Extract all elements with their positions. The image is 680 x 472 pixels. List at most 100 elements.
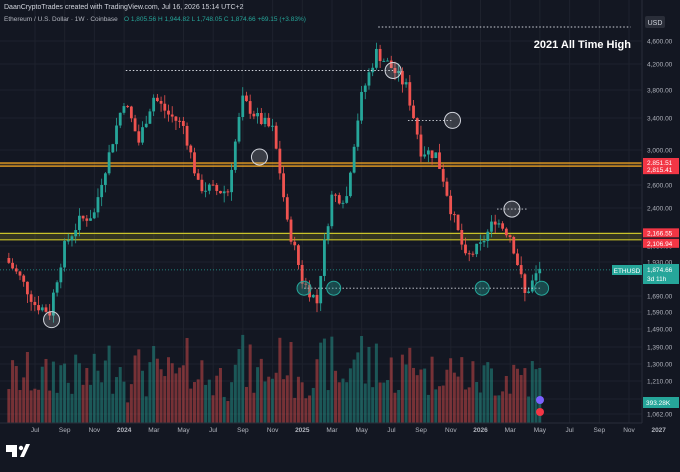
candle-body bbox=[519, 265, 523, 275]
volume-bar bbox=[308, 395, 312, 423]
candle-body bbox=[534, 273, 538, 281]
volume-bar bbox=[512, 364, 516, 423]
candle-body bbox=[345, 196, 349, 203]
volume-bar bbox=[163, 376, 167, 423]
candle-body bbox=[311, 294, 315, 298]
candle-body bbox=[397, 70, 401, 74]
candle-body bbox=[460, 230, 464, 245]
candle-body bbox=[382, 60, 386, 62]
candle-body bbox=[92, 212, 96, 219]
volume-bar bbox=[296, 376, 300, 423]
candle-body bbox=[297, 245, 300, 265]
candle-body bbox=[504, 228, 508, 236]
volume-bar bbox=[178, 367, 182, 423]
volume-bar bbox=[504, 375, 508, 423]
candle-body bbox=[386, 60, 389, 62]
volume-bar bbox=[267, 376, 271, 423]
candle-body bbox=[122, 106, 126, 113]
candle-body bbox=[501, 223, 505, 229]
price-tick-label: 1,210.00 bbox=[647, 379, 673, 386]
candle-body bbox=[100, 184, 104, 198]
candle-body bbox=[115, 125, 118, 145]
volume-bar bbox=[63, 363, 67, 423]
volume-bar bbox=[270, 378, 274, 423]
time-tick-label: Nov bbox=[623, 427, 635, 434]
candle-body bbox=[22, 275, 26, 282]
last-price-tag: ETHUSD 1,874.66 3d 11h bbox=[612, 264, 679, 284]
candle-body bbox=[200, 179, 204, 192]
candle-body bbox=[129, 106, 133, 119]
candle-body bbox=[152, 97, 156, 112]
highlight-circle bbox=[444, 111, 461, 129]
volume-bar bbox=[285, 375, 289, 423]
candle-body bbox=[475, 243, 479, 255]
candle-body bbox=[107, 152, 111, 174]
candle-body bbox=[467, 253, 471, 255]
volume-bar bbox=[152, 346, 156, 423]
candle-body bbox=[341, 202, 345, 204]
candle-body bbox=[363, 85, 367, 92]
candle-body bbox=[55, 282, 59, 293]
time-tick-label: 2026 bbox=[473, 427, 488, 434]
volume-bar bbox=[441, 385, 445, 423]
candle-body bbox=[245, 95, 248, 102]
candle-body bbox=[63, 240, 66, 268]
price-tick-label: 1,300.00 bbox=[647, 362, 673, 369]
event-icon[interactable] bbox=[536, 396, 544, 404]
time-tick-label: Sep bbox=[237, 427, 249, 434]
volume-bar bbox=[438, 386, 442, 423]
volume-bar bbox=[96, 370, 100, 423]
candle-body bbox=[207, 184, 211, 191]
volume-bar bbox=[482, 365, 486, 423]
volume-bar bbox=[196, 379, 200, 423]
volume-bar bbox=[315, 359, 319, 423]
volume-bar bbox=[467, 387, 471, 423]
currency-badge[interactable] bbox=[645, 16, 665, 28]
volume-bar bbox=[226, 401, 230, 423]
volume-bar bbox=[181, 365, 185, 423]
candle-body bbox=[349, 172, 352, 197]
volume-bar bbox=[497, 395, 501, 423]
candle-body bbox=[148, 111, 152, 124]
volume-bar bbox=[393, 392, 397, 423]
candle-body bbox=[204, 190, 208, 192]
volume-bar bbox=[244, 386, 248, 423]
highlight-circle bbox=[384, 62, 402, 79]
candle-body bbox=[189, 145, 193, 153]
chart-event-icons[interactable] bbox=[536, 396, 544, 416]
candle-body bbox=[14, 268, 18, 272]
volume-bars bbox=[7, 334, 542, 423]
volume-bar bbox=[144, 396, 148, 423]
candle-body bbox=[241, 95, 245, 118]
candle-body bbox=[530, 280, 534, 292]
price-markers: 2,851.512,815.41 2,166.55 2,106.94 bbox=[643, 157, 679, 248]
candle-body bbox=[252, 113, 256, 117]
volume-bar bbox=[341, 378, 345, 423]
volume-bar bbox=[204, 384, 208, 423]
highlight-circle bbox=[503, 200, 521, 218]
candle-body bbox=[456, 214, 460, 231]
volume-bar bbox=[374, 343, 378, 423]
volume-bar bbox=[37, 389, 41, 423]
candle-body bbox=[274, 125, 278, 149]
candle-body bbox=[352, 146, 356, 173]
price-axis-panel bbox=[642, 0, 680, 423]
time-tick-label: May bbox=[534, 427, 547, 434]
price-tick-label: 1,930.00 bbox=[647, 260, 673, 267]
candle-body bbox=[445, 181, 449, 196]
event-icon[interactable] bbox=[536, 408, 544, 416]
volume-bar bbox=[233, 364, 237, 423]
volume-bar bbox=[141, 370, 145, 423]
candle-body bbox=[374, 48, 378, 68]
volume-bar bbox=[337, 382, 341, 423]
price-candles bbox=[7, 42, 542, 323]
candle-body bbox=[126, 106, 130, 108]
candle-body bbox=[293, 241, 297, 246]
volume-bar bbox=[386, 380, 390, 423]
time-tick-label: Sep bbox=[594, 427, 606, 434]
candle-body bbox=[482, 240, 486, 243]
candle-body bbox=[144, 123, 148, 128]
last-price-badge bbox=[643, 264, 679, 284]
volume-bar bbox=[11, 360, 15, 423]
volume-bar bbox=[508, 393, 512, 423]
